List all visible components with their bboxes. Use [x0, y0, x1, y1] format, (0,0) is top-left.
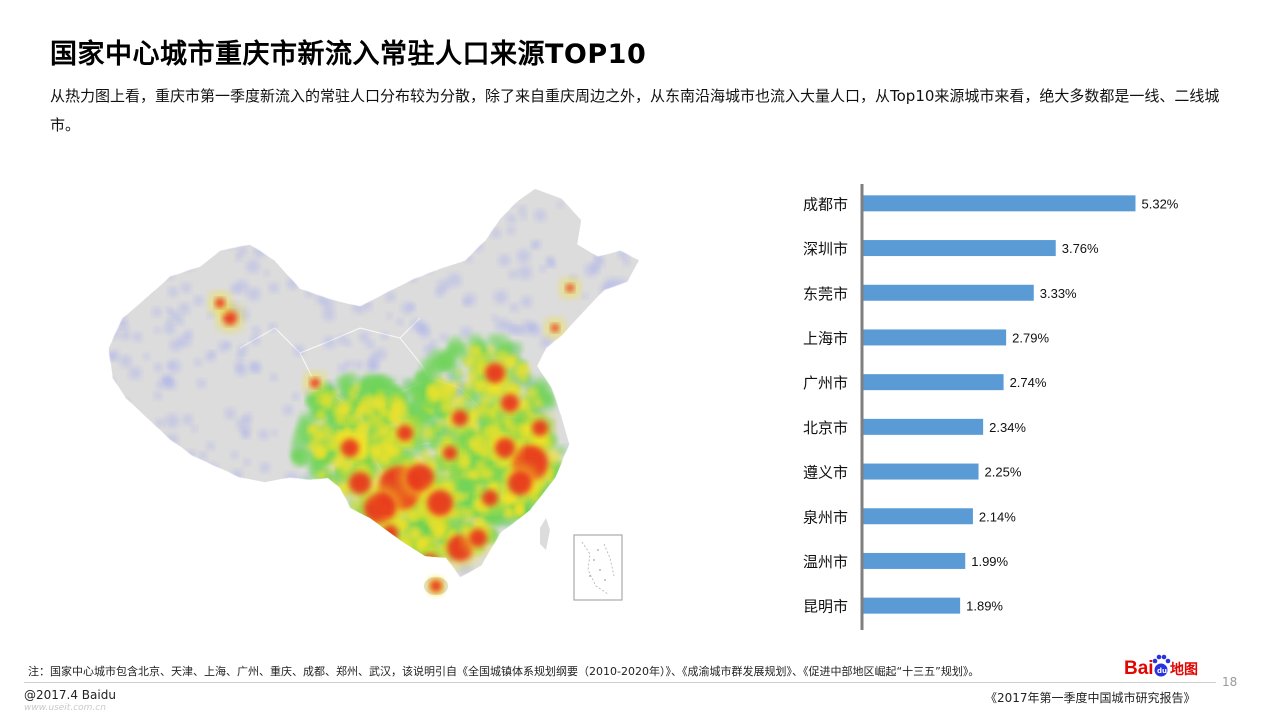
- footnote: 注：国家中心城市包含北京、天津、上海、广州、重庆、成都、郑州、武汉，该说明引自《…: [28, 665, 980, 678]
- value-label-6: 2.25%: [985, 465, 1022, 480]
- paw-icon: du: [1152, 654, 1171, 677]
- south-china-sea-inset: [573, 534, 623, 601]
- value-label-7: 2.14%: [979, 509, 1016, 524]
- value-label-4: 2.74%: [1010, 375, 1047, 390]
- bar-2: [863, 284, 1034, 301]
- bar-1: [863, 240, 1056, 257]
- watermark-text: www.useit.com.cn: [24, 703, 106, 713]
- category-label-5: 北京市: [803, 419, 848, 437]
- bar-3: [863, 329, 1007, 346]
- category-label-0: 成都市: [803, 195, 848, 213]
- bar-6: [863, 463, 979, 480]
- bar-7: [863, 508, 973, 525]
- taiwan-island: [540, 518, 550, 550]
- bar-4: [863, 374, 1004, 391]
- category-label-1: 深圳市: [803, 240, 848, 258]
- category-label-8: 温州市: [803, 553, 848, 571]
- value-label-8: 1.99%: [971, 554, 1008, 569]
- svg-text:Bai: Bai: [1124, 658, 1154, 679]
- copyright-text: @2017.4 Baidu: [24, 688, 116, 702]
- bar-8: [863, 552, 966, 569]
- bar-9: [863, 597, 961, 614]
- category-label-4: 广州市: [803, 374, 848, 392]
- bar-5: [863, 418, 984, 435]
- value-label-5: 2.34%: [989, 420, 1026, 435]
- value-label-3: 2.79%: [1012, 330, 1049, 345]
- value-label-9: 1.89%: [966, 599, 1003, 614]
- page-description: 从热力图上看，重庆市第一季度新流入的常驻人口分布较为分散，除了来自重庆周边之外，…: [50, 87, 1220, 134]
- value-label-2: 3.33%: [1040, 286, 1077, 301]
- page-title: 国家中心城市重庆市新流入常驻人口来源TOP10: [50, 39, 647, 70]
- category-label-2: 东莞市: [803, 285, 848, 303]
- svg-text:地图: 地图: [1170, 661, 1198, 678]
- report-name: 《2017年第一季度中国城市研究报告》: [985, 691, 1196, 705]
- china-heatmap: [100, 178, 680, 608]
- category-label-6: 遵义市: [803, 464, 848, 482]
- value-label-0: 5.32%: [1142, 196, 1179, 211]
- svg-text:du: du: [1157, 667, 1167, 675]
- value-label-1: 3.76%: [1062, 241, 1099, 256]
- category-label-7: 泉州市: [803, 508, 848, 526]
- category-label-3: 上海市: [803, 329, 848, 347]
- category-label-9: 昆明市: [803, 598, 848, 616]
- top10-bar-chart: 成都市 5.32% 深圳市 3.76% 东莞市 3.33% 上海市 2.79% 广州市 2.74%…: [770, 180, 1250, 632]
- baidu-map-logo: Bai du 地图: [1124, 650, 1214, 680]
- bar-0: [863, 195, 1136, 212]
- page-number: 18: [1222, 675, 1238, 689]
- footer-divider: [24, 682, 1216, 683]
